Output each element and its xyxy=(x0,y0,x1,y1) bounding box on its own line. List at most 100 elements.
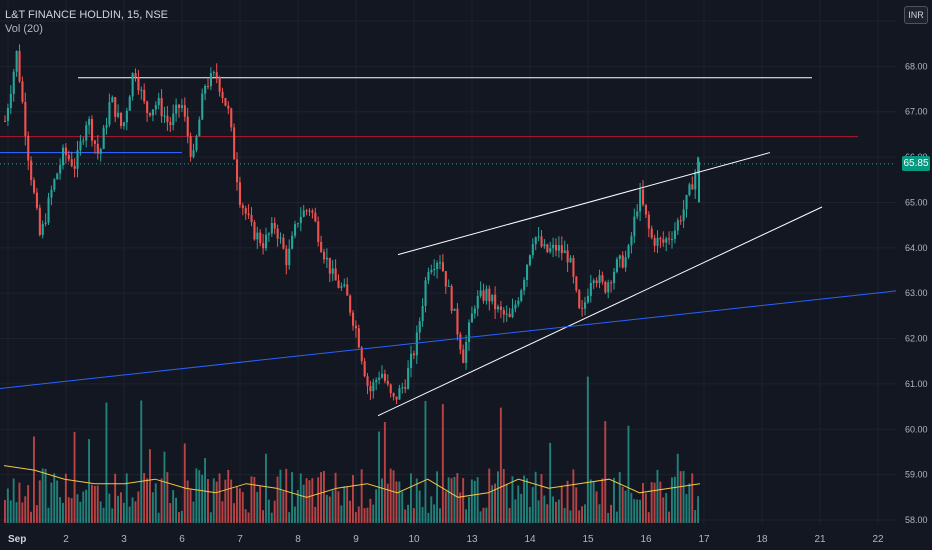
volume-bar xyxy=(323,470,325,523)
volume-bar xyxy=(494,483,496,523)
volume-bar xyxy=(528,506,531,523)
candle xyxy=(340,286,343,288)
candle xyxy=(305,210,308,212)
candle xyxy=(143,89,146,102)
volume-bar xyxy=(67,497,70,523)
volume-bar xyxy=(305,478,308,523)
volume-bar xyxy=(639,499,641,523)
volume-bar xyxy=(410,473,412,523)
volume-bar xyxy=(520,493,523,523)
candle xyxy=(615,259,618,272)
candle xyxy=(9,93,12,109)
candle xyxy=(479,290,482,296)
trend-lines[interactable] xyxy=(0,152,897,417)
volume-bar xyxy=(236,486,238,523)
volume-bar xyxy=(262,510,264,523)
volume-bar xyxy=(534,471,537,523)
volume-indicator-label[interactable]: Vol (20) xyxy=(5,23,43,35)
candle xyxy=(323,251,326,260)
candle xyxy=(644,204,647,215)
volume-bar xyxy=(575,487,578,523)
volume-bar xyxy=(572,469,575,523)
volume-bar xyxy=(676,453,679,523)
candle xyxy=(383,373,386,382)
time-tick-label: 3 xyxy=(121,534,127,545)
volume-bar xyxy=(230,479,233,523)
volume-bar xyxy=(282,491,285,523)
volume-bar xyxy=(412,508,415,523)
volume-bar xyxy=(691,473,694,523)
volume-bar xyxy=(613,477,615,523)
volume-bar xyxy=(407,504,409,523)
candle xyxy=(639,189,642,212)
volume-bar xyxy=(595,491,598,523)
volume-bar xyxy=(491,485,494,523)
candle xyxy=(415,332,418,356)
candle xyxy=(198,119,201,137)
volume-bar xyxy=(102,507,105,523)
time-axis[interactable]: Sep 2 3 6 7 8 9 10 13 14 15 16 17 18 21 22 xyxy=(8,534,884,545)
candle xyxy=(288,248,291,266)
volume-bar xyxy=(62,502,64,523)
candle xyxy=(308,210,311,212)
candle xyxy=(607,282,610,293)
volume-bar xyxy=(404,509,407,523)
candle xyxy=(650,228,653,238)
volume-bar xyxy=(685,494,688,523)
candle xyxy=(279,237,282,239)
candle xyxy=(662,239,665,243)
volume-bar xyxy=(395,481,398,523)
volume-bar xyxy=(671,477,673,523)
volume-bars xyxy=(4,376,699,523)
trend-line xyxy=(377,206,823,417)
time-tick-label: 13 xyxy=(466,534,478,545)
candle xyxy=(468,322,471,343)
candle xyxy=(273,223,276,229)
volume-bar xyxy=(157,512,160,523)
candle xyxy=(482,290,485,301)
volume-bar xyxy=(557,499,560,523)
volume-bar xyxy=(450,478,453,523)
volume-bar xyxy=(647,512,650,523)
volume-bar xyxy=(212,478,215,523)
price-tick-label: 67.00 xyxy=(905,107,928,117)
candle xyxy=(160,98,163,117)
volume-bar xyxy=(375,489,378,523)
candle xyxy=(163,115,166,117)
time-tick-label: 15 xyxy=(582,534,594,545)
volume-bar xyxy=(459,492,462,523)
volume-bar xyxy=(508,508,511,523)
volume-bar xyxy=(320,472,322,523)
volume-bar xyxy=(363,508,366,523)
volume-bar xyxy=(357,506,360,523)
candle xyxy=(369,385,372,392)
candle xyxy=(433,268,436,270)
candle xyxy=(473,308,476,314)
candle xyxy=(691,184,694,190)
candle xyxy=(125,110,128,123)
volume-bar xyxy=(543,495,546,523)
volume-bar xyxy=(128,506,131,523)
price-axis[interactable]: 69.0068.0067.0066.0065.0064.0063.0062.00… xyxy=(905,16,928,525)
candle xyxy=(146,101,149,114)
currency-badge[interactable]: INR xyxy=(904,6,928,24)
candle xyxy=(56,173,59,180)
candle xyxy=(584,302,587,309)
candle xyxy=(346,284,349,296)
time-tick-label: 21 xyxy=(814,534,826,545)
candle xyxy=(450,285,453,311)
candle xyxy=(485,288,488,301)
candle xyxy=(137,77,140,91)
time-tick-label: 17 xyxy=(698,534,710,545)
volume-bar xyxy=(386,483,389,523)
candle xyxy=(314,212,317,222)
candle xyxy=(610,282,613,284)
volume-bar xyxy=(331,490,334,523)
candle xyxy=(447,285,450,287)
candle xyxy=(233,127,236,160)
volume-bar xyxy=(555,501,557,523)
candle xyxy=(157,98,160,106)
candle xyxy=(424,280,427,307)
candle xyxy=(35,192,38,208)
